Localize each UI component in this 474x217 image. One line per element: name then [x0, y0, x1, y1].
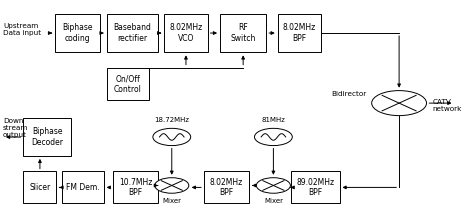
Bar	[292, 171, 339, 203]
Bar	[113, 171, 158, 203]
Text: 8.02MHz
BPF: 8.02MHz BPF	[210, 178, 243, 197]
Text: Baseband
rectifier: Baseband rectifier	[113, 23, 151, 43]
Circle shape	[255, 128, 292, 146]
Text: CATV
network: CATV network	[432, 99, 462, 112]
Text: 89.02MHz
BPF: 89.02MHz BPF	[296, 178, 335, 197]
Bar	[107, 67, 149, 100]
Text: Bidirector: Bidirector	[331, 91, 366, 97]
Circle shape	[256, 178, 291, 193]
Text: Biphase
coding: Biphase coding	[62, 23, 93, 43]
Circle shape	[155, 178, 189, 193]
Text: On/Off
Control: On/Off Control	[114, 74, 142, 94]
Bar	[278, 14, 321, 53]
Text: Upstream
Data input: Upstream Data input	[3, 23, 41, 36]
Circle shape	[153, 128, 191, 146]
Text: Mixer: Mixer	[162, 198, 181, 204]
Text: Down
stream
output: Down stream output	[3, 118, 28, 138]
Text: 18.72MHz: 18.72MHz	[154, 117, 189, 123]
Bar	[220, 14, 266, 53]
Text: 8.02MHz
VCO: 8.02MHz VCO	[169, 23, 202, 43]
Bar	[23, 171, 56, 203]
Text: 8.02MHz
BPF: 8.02MHz BPF	[283, 23, 316, 43]
Text: Mixer: Mixer	[264, 198, 283, 204]
Text: Slicer: Slicer	[29, 183, 51, 192]
Bar	[62, 171, 104, 203]
Bar	[107, 14, 157, 53]
Text: FM Dem.: FM Dem.	[66, 183, 100, 192]
Text: RF
Switch: RF Switch	[230, 23, 256, 43]
Text: Biphase
Decoder: Biphase Decoder	[31, 127, 63, 147]
Text: 10.7MHz
BPF: 10.7MHz BPF	[119, 178, 152, 197]
Text: 81MHz: 81MHz	[262, 117, 285, 123]
Bar	[23, 118, 71, 156]
Circle shape	[372, 91, 427, 116]
Bar	[204, 171, 249, 203]
Bar	[164, 14, 208, 53]
Bar	[55, 14, 100, 53]
